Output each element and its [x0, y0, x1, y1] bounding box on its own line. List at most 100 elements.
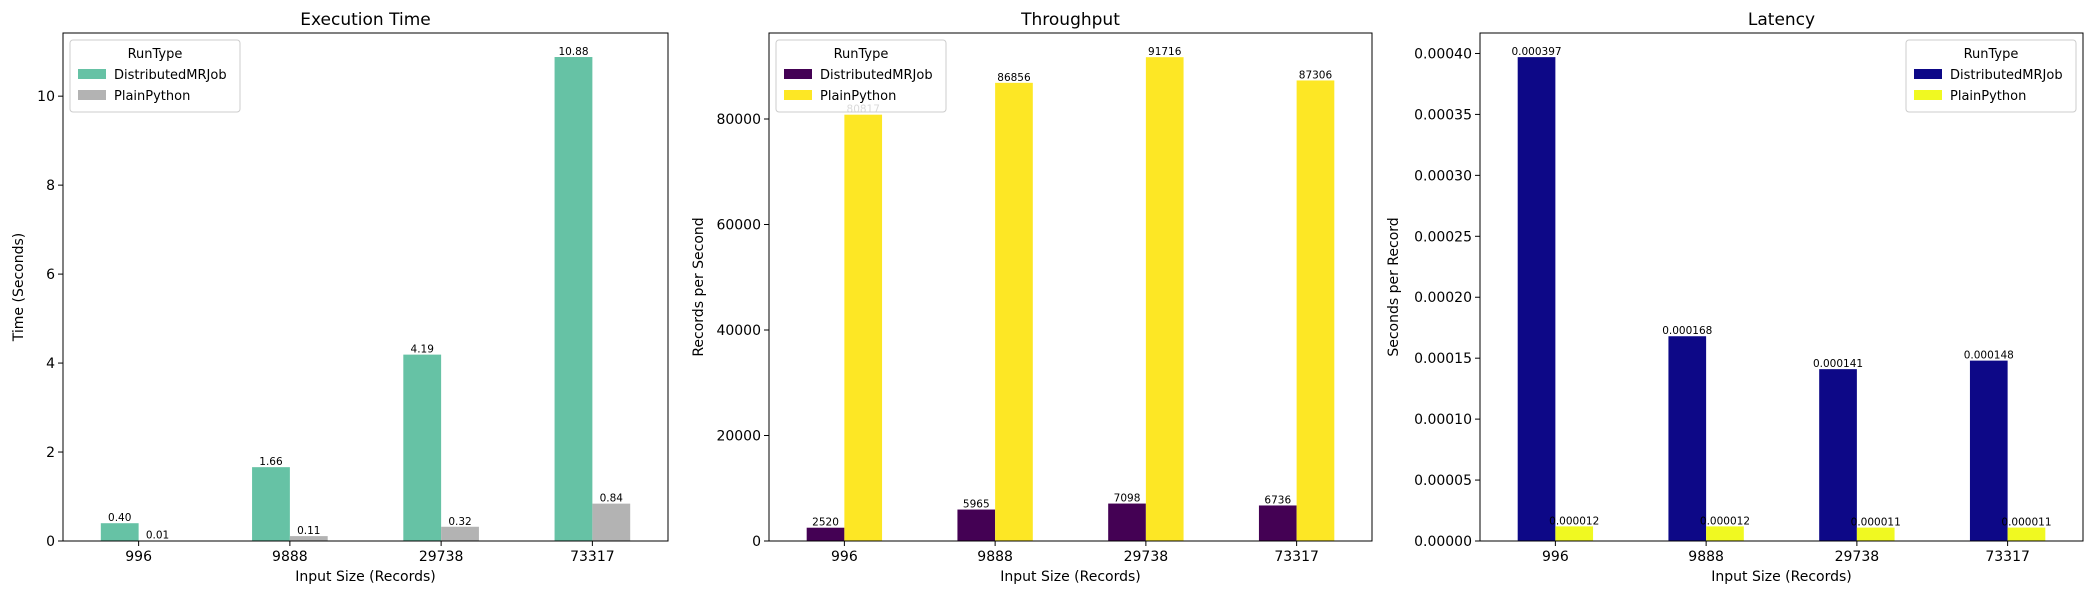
chart-title: Throughput — [1020, 10, 1120, 30]
legend-label: DistributedMRJob — [1950, 68, 2063, 83]
y-tick-label: 2 — [46, 445, 55, 461]
y-tick-label: 0.00010 — [1414, 412, 1472, 428]
legend-title: RunType — [834, 47, 889, 62]
y-tick-label: 0.00000 — [1414, 534, 1472, 550]
data-label: 87306 — [1299, 69, 1333, 81]
legend-swatch — [784, 69, 812, 79]
data-label: 0.000141 — [1813, 358, 1863, 370]
bar — [807, 528, 845, 541]
x-axis-label: Input Size (Records) — [295, 569, 435, 585]
legend-label: PlainPython — [1950, 89, 2026, 104]
y-tick-label: 0.00040 — [1414, 46, 1472, 62]
legend: RunType DistributedMRJob PlainPython — [1906, 40, 2076, 112]
bar — [1555, 526, 1593, 541]
bar — [1518, 57, 1556, 541]
bar — [441, 527, 479, 541]
y-tick-label: 0.00030 — [1414, 168, 1472, 184]
x-tick-label: 29738 — [1124, 549, 1169, 565]
y-tick-label: 0.00035 — [1414, 107, 1472, 123]
data-label: 1.66 — [259, 456, 283, 468]
chart-panel-2: 2520596570986736808178685691716873060200… — [691, 10, 1372, 585]
bar — [592, 504, 630, 541]
legend-title: RunType — [1964, 47, 2019, 62]
x-tick-label: 9888 — [1688, 549, 1724, 565]
y-tick-label: 0 — [46, 534, 55, 550]
data-label: 91716 — [1148, 46, 1182, 58]
bar — [2008, 528, 2046, 541]
x-tick-label: 73317 — [1274, 549, 1319, 565]
data-label: 86856 — [997, 72, 1031, 84]
data-label: 0.000011 — [1851, 517, 1901, 529]
bar — [555, 57, 593, 541]
bar — [1857, 528, 1895, 541]
x-tick-label: 9888 — [977, 549, 1013, 565]
legend-label: PlainPython — [820, 89, 896, 104]
x-tick-label: 996 — [125, 549, 152, 565]
bar — [844, 115, 882, 541]
legend-label: DistributedMRJob — [114, 68, 227, 83]
y-tick-label: 20000 — [716, 428, 761, 444]
bar — [1668, 336, 1706, 541]
x-tick-label: 29738 — [1835, 549, 1880, 565]
y-axis-label: Time (Seconds) — [11, 233, 27, 342]
bar — [1146, 57, 1184, 541]
legend-swatch — [1914, 90, 1942, 100]
legend: RunType DistributedMRJob PlainPython — [776, 40, 946, 112]
bar — [1297, 80, 1335, 541]
y-tick-label: 6 — [46, 267, 55, 283]
data-label: 0.000168 — [1662, 325, 1712, 337]
bar — [252, 467, 290, 541]
y-tick-label: 80000 — [716, 112, 761, 128]
y-axis-label: Seconds per Record — [1386, 217, 1402, 356]
bar — [1970, 361, 2008, 541]
bar — [403, 355, 441, 541]
x-tick-label: 9888 — [272, 549, 308, 565]
chart-title: Latency — [1748, 10, 1815, 30]
legend-swatch — [78, 69, 106, 79]
x-tick-label: 996 — [831, 549, 858, 565]
data-label: 0.000012 — [1549, 515, 1599, 527]
legend-swatch — [1914, 69, 1942, 79]
y-tick-label: 10 — [37, 89, 55, 105]
data-label: 0.000148 — [1964, 350, 2014, 362]
x-tick-label: 73317 — [1985, 549, 2030, 565]
data-label: 0.000397 — [1511, 46, 1561, 58]
chart-panel-3: 0.000397 0.000168 0.000141 0.000148 0.000012… — [1386, 10, 2083, 585]
data-label: 7098 — [1114, 493, 1141, 505]
legend-label: PlainPython — [114, 89, 190, 104]
bar — [1108, 504, 1146, 541]
x-axis-label: Input Size (Records) — [1711, 569, 1851, 585]
bar — [1819, 369, 1857, 541]
bar — [1259, 505, 1297, 541]
x-tick-label: 29738 — [419, 549, 464, 565]
y-axis-label: Records per Second — [691, 217, 707, 356]
y-tick-label: 0 — [752, 534, 761, 550]
legend: RunType DistributedMRJob PlainPython — [70, 40, 240, 112]
y-tick-label: 0.00025 — [1414, 229, 1472, 245]
data-label: 0.40 — [108, 512, 131, 524]
data-label: 6736 — [1264, 494, 1291, 506]
bar — [957, 510, 995, 541]
x-tick-label: 996 — [1542, 549, 1569, 565]
chart-title: Execution Time — [300, 10, 430, 30]
data-label: 0.01 — [146, 530, 169, 542]
legend-title: RunType — [128, 47, 183, 62]
data-label: 0.32 — [448, 516, 471, 528]
y-tick-label: 8 — [46, 178, 55, 194]
y-tick-label: 0.00005 — [1414, 473, 1472, 489]
y-tick-label: 40000 — [716, 323, 761, 339]
data-label: 10.88 — [558, 46, 588, 58]
x-axis-label: Input Size (Records) — [1000, 569, 1140, 585]
y-tick-label: 4 — [46, 356, 55, 372]
bar — [995, 83, 1033, 541]
data-label: 5965 — [963, 499, 990, 511]
legend-label: DistributedMRJob — [820, 68, 933, 83]
legend-swatch — [784, 90, 812, 100]
legend-swatch — [78, 90, 106, 100]
data-label: 0.84 — [600, 493, 624, 505]
data-label: 2520 — [812, 517, 839, 529]
bar — [1706, 526, 1744, 541]
